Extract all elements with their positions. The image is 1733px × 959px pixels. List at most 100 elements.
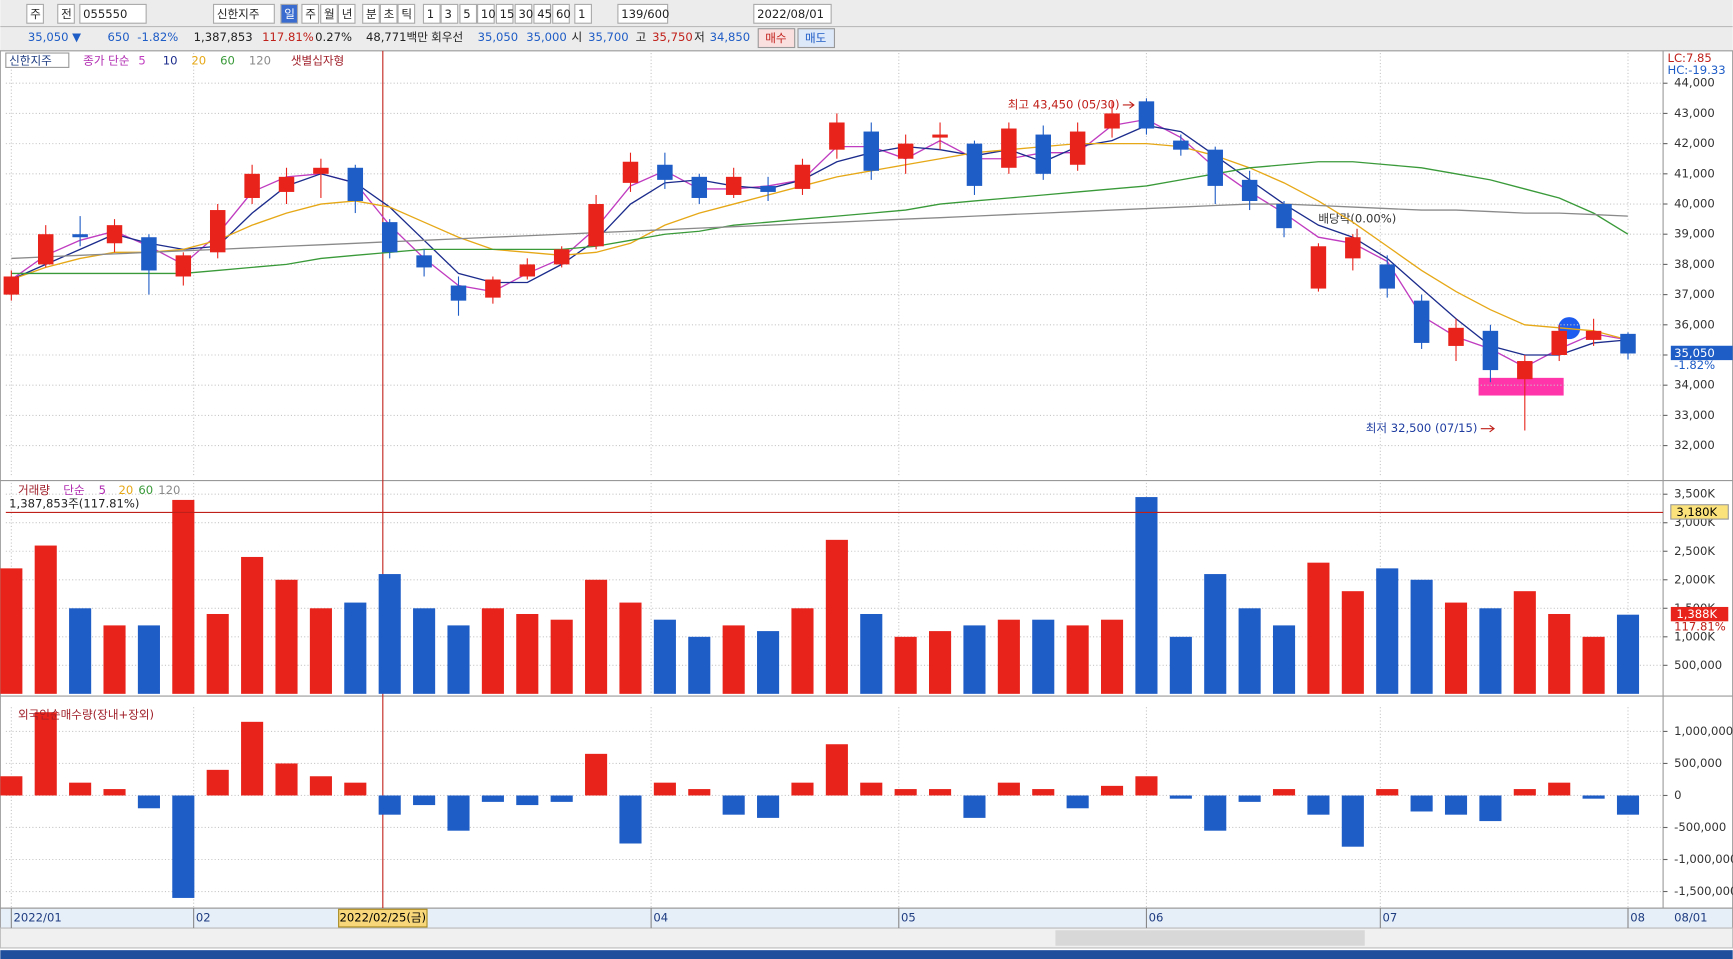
bar bbox=[757, 631, 780, 694]
y-tick-label: 500,000 bbox=[1674, 658, 1722, 672]
bar bbox=[1169, 636, 1192, 694]
candle-body bbox=[1482, 330, 1499, 371]
bar bbox=[1548, 613, 1571, 694]
quote-value: 고 bbox=[636, 30, 647, 44]
scrollbar[interactable] bbox=[0, 927, 1733, 949]
quote-value: 0.27% bbox=[315, 30, 352, 44]
quote-value: 35,000 bbox=[526, 30, 567, 44]
toolbar-button[interactable] bbox=[397, 3, 416, 24]
marker-label: 3,180K bbox=[1676, 505, 1717, 519]
bar bbox=[1513, 789, 1536, 796]
bar bbox=[894, 636, 917, 694]
candle-body bbox=[1551, 330, 1567, 355]
toolbar-button[interactable] bbox=[514, 3, 533, 24]
bar bbox=[0, 776, 23, 796]
bar bbox=[275, 763, 298, 796]
y-tick-label: 39,000 bbox=[1674, 227, 1715, 241]
candle-body bbox=[209, 210, 226, 253]
toolbar-button[interactable] bbox=[440, 3, 459, 24]
candle-body bbox=[932, 134, 948, 138]
quote-value: 시 bbox=[572, 30, 583, 44]
toolbar-button[interactable] bbox=[337, 3, 356, 24]
toolbar-button[interactable] bbox=[26, 3, 44, 24]
legend-entry: 5 bbox=[138, 53, 145, 67]
order-button-label[interactable]: 매수 bbox=[765, 31, 787, 45]
y-tick-label: -1,500,000 bbox=[1674, 884, 1733, 898]
bar bbox=[516, 613, 539, 694]
toolbar-button[interactable] bbox=[362, 3, 380, 24]
order-button-label[interactable]: 매도 bbox=[805, 31, 827, 45]
toolbar-button[interactable] bbox=[552, 3, 570, 24]
quote-value: 저 bbox=[694, 30, 705, 44]
legend-box bbox=[5, 52, 70, 68]
bar bbox=[1513, 591, 1536, 694]
toolbar-label: 60 bbox=[556, 7, 571, 21]
order-button[interactable] bbox=[757, 28, 796, 49]
bar bbox=[688, 636, 711, 694]
y-tick-label: 2,500K bbox=[1674, 544, 1715, 558]
toolbar-button[interactable] bbox=[533, 3, 552, 24]
y-tick-label: 37,000 bbox=[1674, 287, 1715, 301]
candle-body bbox=[72, 234, 88, 238]
toolbar-button[interactable] bbox=[280, 3, 299, 24]
toolbar-button[interactable] bbox=[79, 3, 147, 24]
toolbar-button[interactable] bbox=[212, 3, 275, 24]
legend-pattern: 샛별십자형 bbox=[291, 53, 344, 67]
marker-box bbox=[1670, 504, 1729, 520]
bar bbox=[378, 574, 401, 694]
bar bbox=[722, 625, 745, 694]
x-end-label: 08/01 bbox=[1674, 911, 1707, 925]
quote-value: 35,750 bbox=[652, 30, 693, 44]
toolbar-button[interactable] bbox=[459, 3, 478, 24]
toolbar-button[interactable] bbox=[477, 3, 495, 24]
bar bbox=[378, 795, 401, 815]
scroll-thumb[interactable] bbox=[1055, 930, 1365, 946]
legend-entry: 5 bbox=[99, 483, 106, 497]
candle-body bbox=[1379, 264, 1395, 289]
bar bbox=[481, 608, 504, 694]
toolbar-button[interactable] bbox=[422, 3, 441, 24]
legend-entry: 60 bbox=[220, 53, 235, 67]
candle-body bbox=[1413, 300, 1430, 343]
bar bbox=[1169, 795, 1192, 799]
toolbar-button[interactable] bbox=[320, 3, 338, 24]
toolbar-button[interactable] bbox=[753, 3, 832, 24]
toolbar-label: 초 bbox=[384, 7, 395, 21]
crosshair-label: 2022/02/25(금) bbox=[340, 911, 427, 925]
candle-body bbox=[416, 255, 432, 268]
y-tick-label: 41,000 bbox=[1674, 166, 1715, 180]
candle-body bbox=[1448, 327, 1464, 346]
bar bbox=[791, 608, 814, 694]
y-tick-label: 34,000 bbox=[1674, 378, 1715, 392]
toolbar-button[interactable] bbox=[57, 3, 75, 24]
quote-value: 650 bbox=[107, 30, 129, 44]
bar bbox=[241, 556, 264, 694]
y-tick-label: 36,000 bbox=[1674, 317, 1715, 331]
annotation-arrows bbox=[1122, 101, 1495, 433]
bar bbox=[963, 625, 986, 694]
toolbar-button[interactable] bbox=[495, 3, 514, 24]
candle-body bbox=[313, 167, 329, 174]
bar bbox=[1100, 785, 1124, 796]
bar bbox=[619, 602, 642, 694]
toolbar-label: 신한지주 bbox=[217, 7, 260, 21]
toolbar-button[interactable] bbox=[574, 3, 592, 24]
quote-value: 34,850 bbox=[710, 30, 751, 44]
bar bbox=[1582, 636, 1605, 694]
bar bbox=[1307, 562, 1330, 694]
toolbar-button[interactable] bbox=[379, 3, 398, 24]
bar bbox=[1135, 776, 1158, 796]
bar bbox=[137, 795, 160, 809]
candle-body bbox=[1069, 131, 1086, 165]
bar bbox=[1100, 619, 1124, 694]
annotation-low: 최저 32,500 (07/15) bbox=[1366, 421, 1478, 435]
bar bbox=[413, 608, 436, 694]
bar bbox=[619, 795, 642, 844]
toolbar-button[interactable] bbox=[301, 3, 320, 24]
order-button[interactable] bbox=[797, 28, 836, 49]
toolbar-label: 년 bbox=[342, 7, 353, 21]
toolbar-button[interactable] bbox=[617, 3, 669, 24]
quote-value: 117.81% bbox=[262, 30, 314, 44]
bar bbox=[550, 795, 573, 802]
